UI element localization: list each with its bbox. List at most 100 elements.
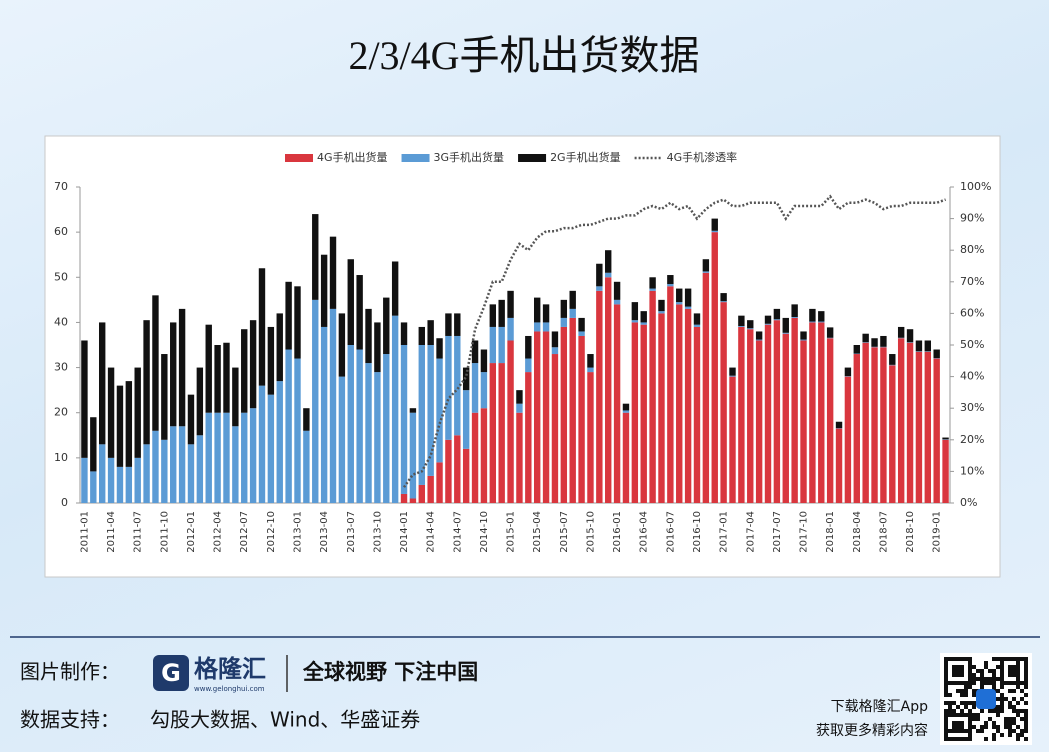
bar-segment (569, 290, 576, 309)
bar-segment (720, 293, 727, 302)
bar-segment (720, 302, 727, 503)
qr-cell (1000, 681, 1004, 685)
bar-segment (676, 288, 683, 303)
qr-cell (944, 701, 948, 705)
bar-segment (471, 412, 479, 503)
qr-cell (952, 669, 956, 673)
qr-cell (964, 681, 968, 685)
bar-segment (498, 363, 505, 503)
qr-cell (1000, 709, 1004, 713)
qr-cell (1000, 673, 1004, 677)
qr-cell (1024, 657, 1028, 661)
bar-segment (356, 349, 363, 503)
bar-segment (596, 290, 603, 503)
bar-segment (569, 317, 576, 503)
qr-cell (1012, 669, 1016, 673)
bar-segment (578, 317, 585, 332)
x-tick-label: 2013-10 (372, 511, 383, 553)
qr-cell (1000, 693, 1004, 697)
bar-segment (667, 286, 674, 503)
qr-cell (968, 733, 972, 737)
qr-cell (956, 669, 960, 673)
qr-cell (976, 717, 980, 721)
bar-segment (693, 324, 701, 327)
qr-cell (952, 665, 956, 669)
bar-segment (214, 412, 221, 503)
x-tick-label: 2011-07 (133, 511, 144, 553)
bar-segment (525, 372, 532, 503)
y2-tick-label: 90% (960, 212, 984, 225)
qr-cell (988, 717, 992, 721)
legend-label: 4G手机出货量 (317, 150, 388, 164)
qr-cell (952, 673, 956, 677)
qr-cell (1000, 697, 1004, 701)
x-tick-label: 2018-01 (825, 511, 836, 553)
bar-segment (374, 322, 381, 373)
qr-cell (996, 697, 1000, 701)
qr-cell (956, 737, 960, 741)
qr-cell (964, 705, 968, 709)
qr-cell (948, 729, 952, 733)
qr-cell (944, 693, 948, 697)
qr-cell (1008, 673, 1012, 677)
qr-cell (1004, 697, 1008, 701)
bar-segment (782, 333, 789, 503)
qr-cell (1012, 689, 1016, 693)
bar-segment (409, 412, 417, 499)
bar-segment (480, 372, 488, 409)
bar-segment (542, 331, 550, 503)
qr-cell (960, 721, 964, 725)
qr-cell (1024, 677, 1028, 681)
bar-segment (303, 408, 310, 431)
y2-tick-label: 70% (960, 275, 984, 288)
bar-segment (516, 412, 523, 503)
qr-cell (956, 721, 960, 725)
source-label: 数据支持： (20, 708, 120, 732)
x-tick-label: 2012-04 (213, 511, 224, 553)
qr-cell (1016, 669, 1020, 673)
bar-segment (631, 322, 639, 503)
bar-segment (542, 322, 550, 332)
qr-cell (1024, 737, 1028, 741)
qr-cell (956, 657, 960, 661)
qr-cell (1016, 733, 1020, 737)
bar-segment (844, 376, 852, 503)
qr-cell (952, 709, 956, 713)
bar-segment (605, 277, 612, 503)
qr-cell (1012, 665, 1016, 669)
bar-segment (613, 304, 621, 503)
qr-cell (964, 737, 968, 741)
qr-cell (960, 725, 964, 729)
qr-cell (992, 657, 996, 661)
title: 2/3/4G手机出货数据 (348, 33, 699, 78)
bar-segment (107, 367, 115, 458)
qr-cell (1012, 697, 1016, 701)
qr-cell (1004, 721, 1008, 725)
bar-segment (862, 333, 869, 343)
bar-segment (605, 272, 612, 278)
qr-cell (944, 677, 948, 681)
x-tick-label: 2015-01 (506, 511, 517, 553)
bar-segment (755, 339, 763, 341)
bar-segment (107, 457, 115, 503)
bar-segment (533, 331, 541, 503)
qr-cell (1012, 705, 1016, 709)
bar-segment (152, 430, 159, 503)
y-tick-label: 40 (54, 315, 68, 328)
bar-segment (809, 322, 816, 503)
qr-cell (956, 689, 960, 693)
legend-label: 2G手机出货量 (550, 150, 621, 164)
qr-cell (960, 669, 964, 673)
bar-segment (747, 320, 754, 329)
qr-cell (1000, 705, 1004, 709)
x-tick-label: 2015-07 (559, 511, 570, 553)
bar-segment (223, 412, 230, 503)
qr-cell (1020, 729, 1024, 733)
bar-segment (800, 340, 807, 503)
bar-segment (178, 426, 186, 503)
qr-cell (976, 729, 980, 733)
x-tick-label: 2017-07 (772, 511, 783, 553)
qr-cell (960, 665, 964, 669)
qr-cell (1020, 733, 1024, 737)
qr-cell (1000, 669, 1004, 673)
